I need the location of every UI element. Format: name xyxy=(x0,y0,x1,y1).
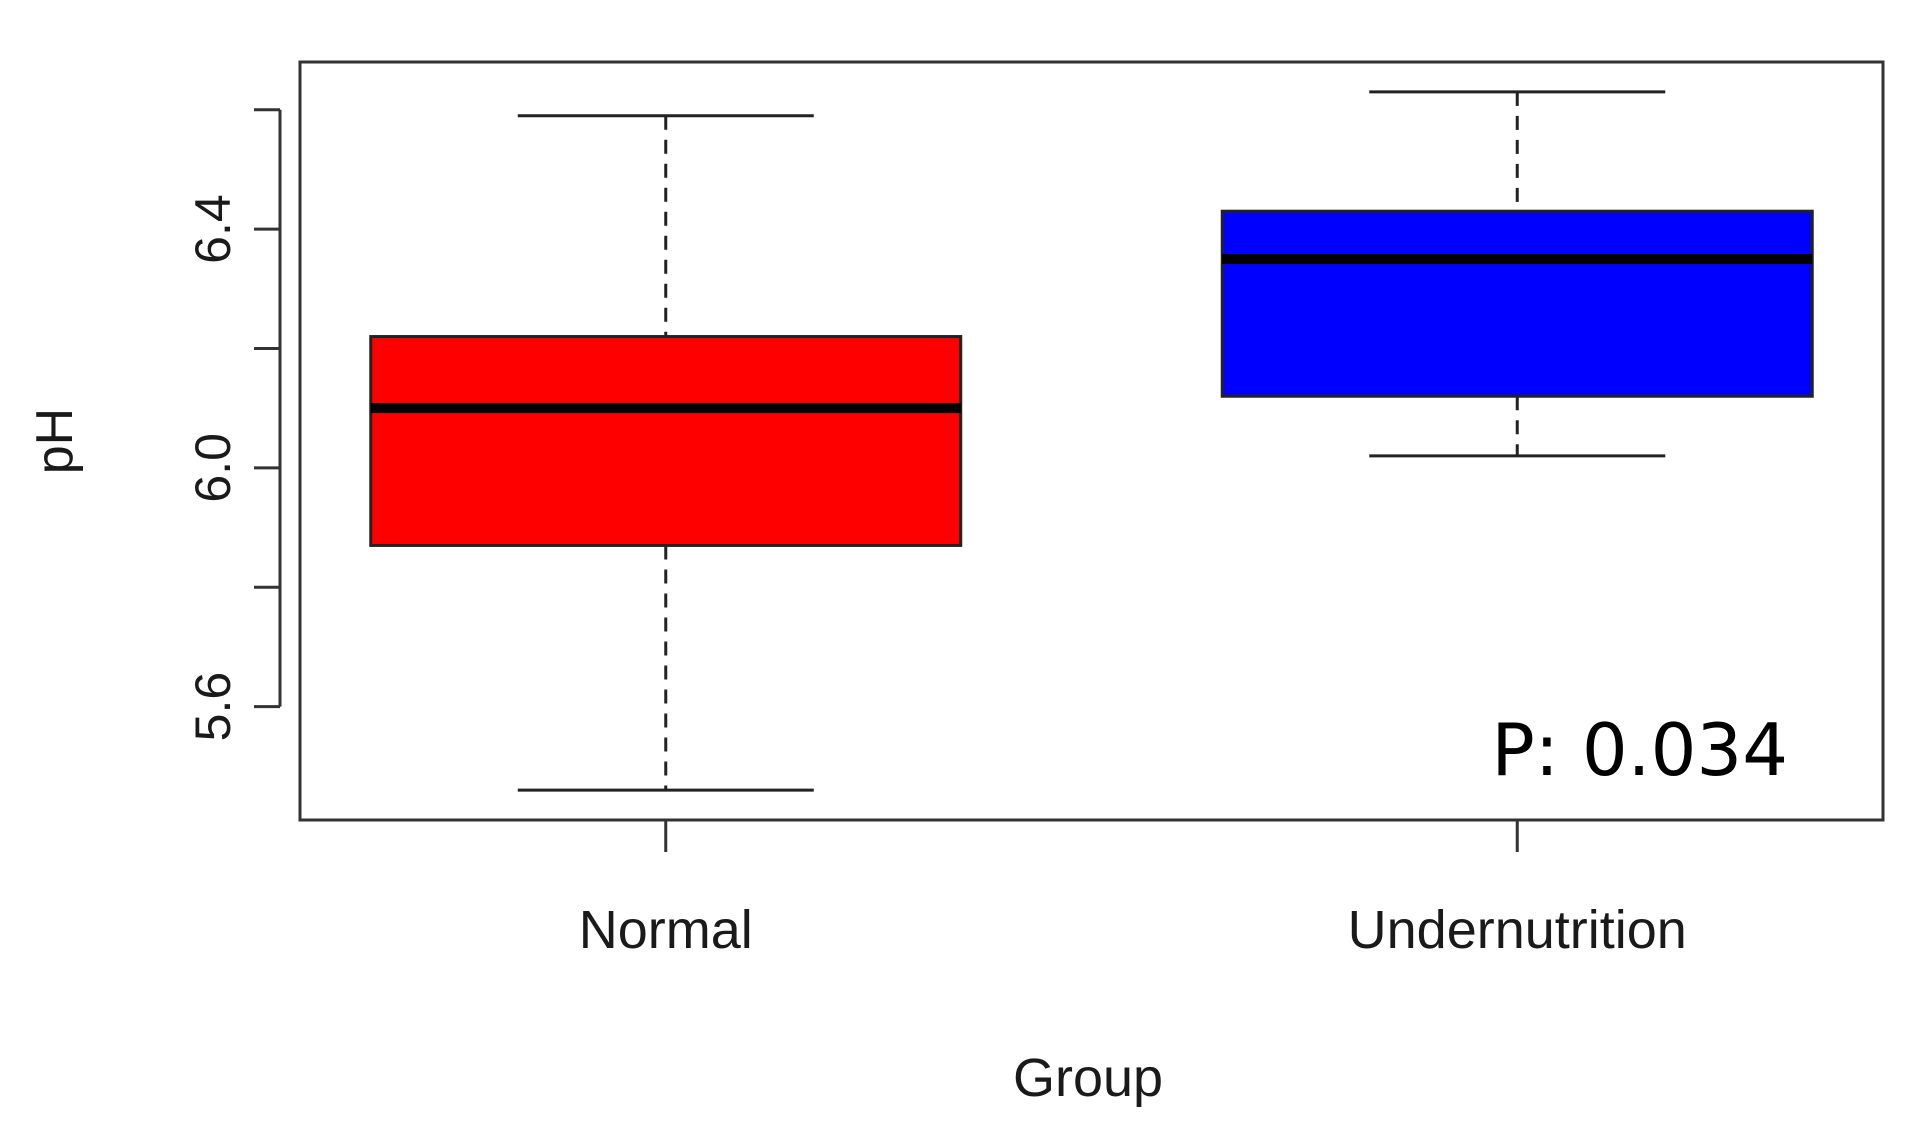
y-tick-label: 5.6 xyxy=(185,672,241,742)
iqr-box xyxy=(1220,209,1814,398)
box-normal xyxy=(369,114,963,792)
y-axis: 5.6 6.0 6.4 xyxy=(185,108,282,742)
plot-frame xyxy=(298,60,1885,822)
x-axis: Normal Undernutrition xyxy=(579,820,1687,960)
p-value-annotation: P: 0.034 xyxy=(1491,708,1788,792)
box-undernutrition xyxy=(1220,90,1814,458)
x-axis-label: Group xyxy=(1013,1048,1163,1108)
y-axis-label: pH xyxy=(26,408,84,474)
y-tick-label: 6.4 xyxy=(185,194,241,264)
boxes xyxy=(369,90,1814,792)
y-tick-label: 6.0 xyxy=(185,433,241,503)
x-tick-label: Undernutrition xyxy=(1348,900,1687,960)
iqr-box xyxy=(369,335,963,547)
x-tick-label: Normal xyxy=(579,900,753,960)
